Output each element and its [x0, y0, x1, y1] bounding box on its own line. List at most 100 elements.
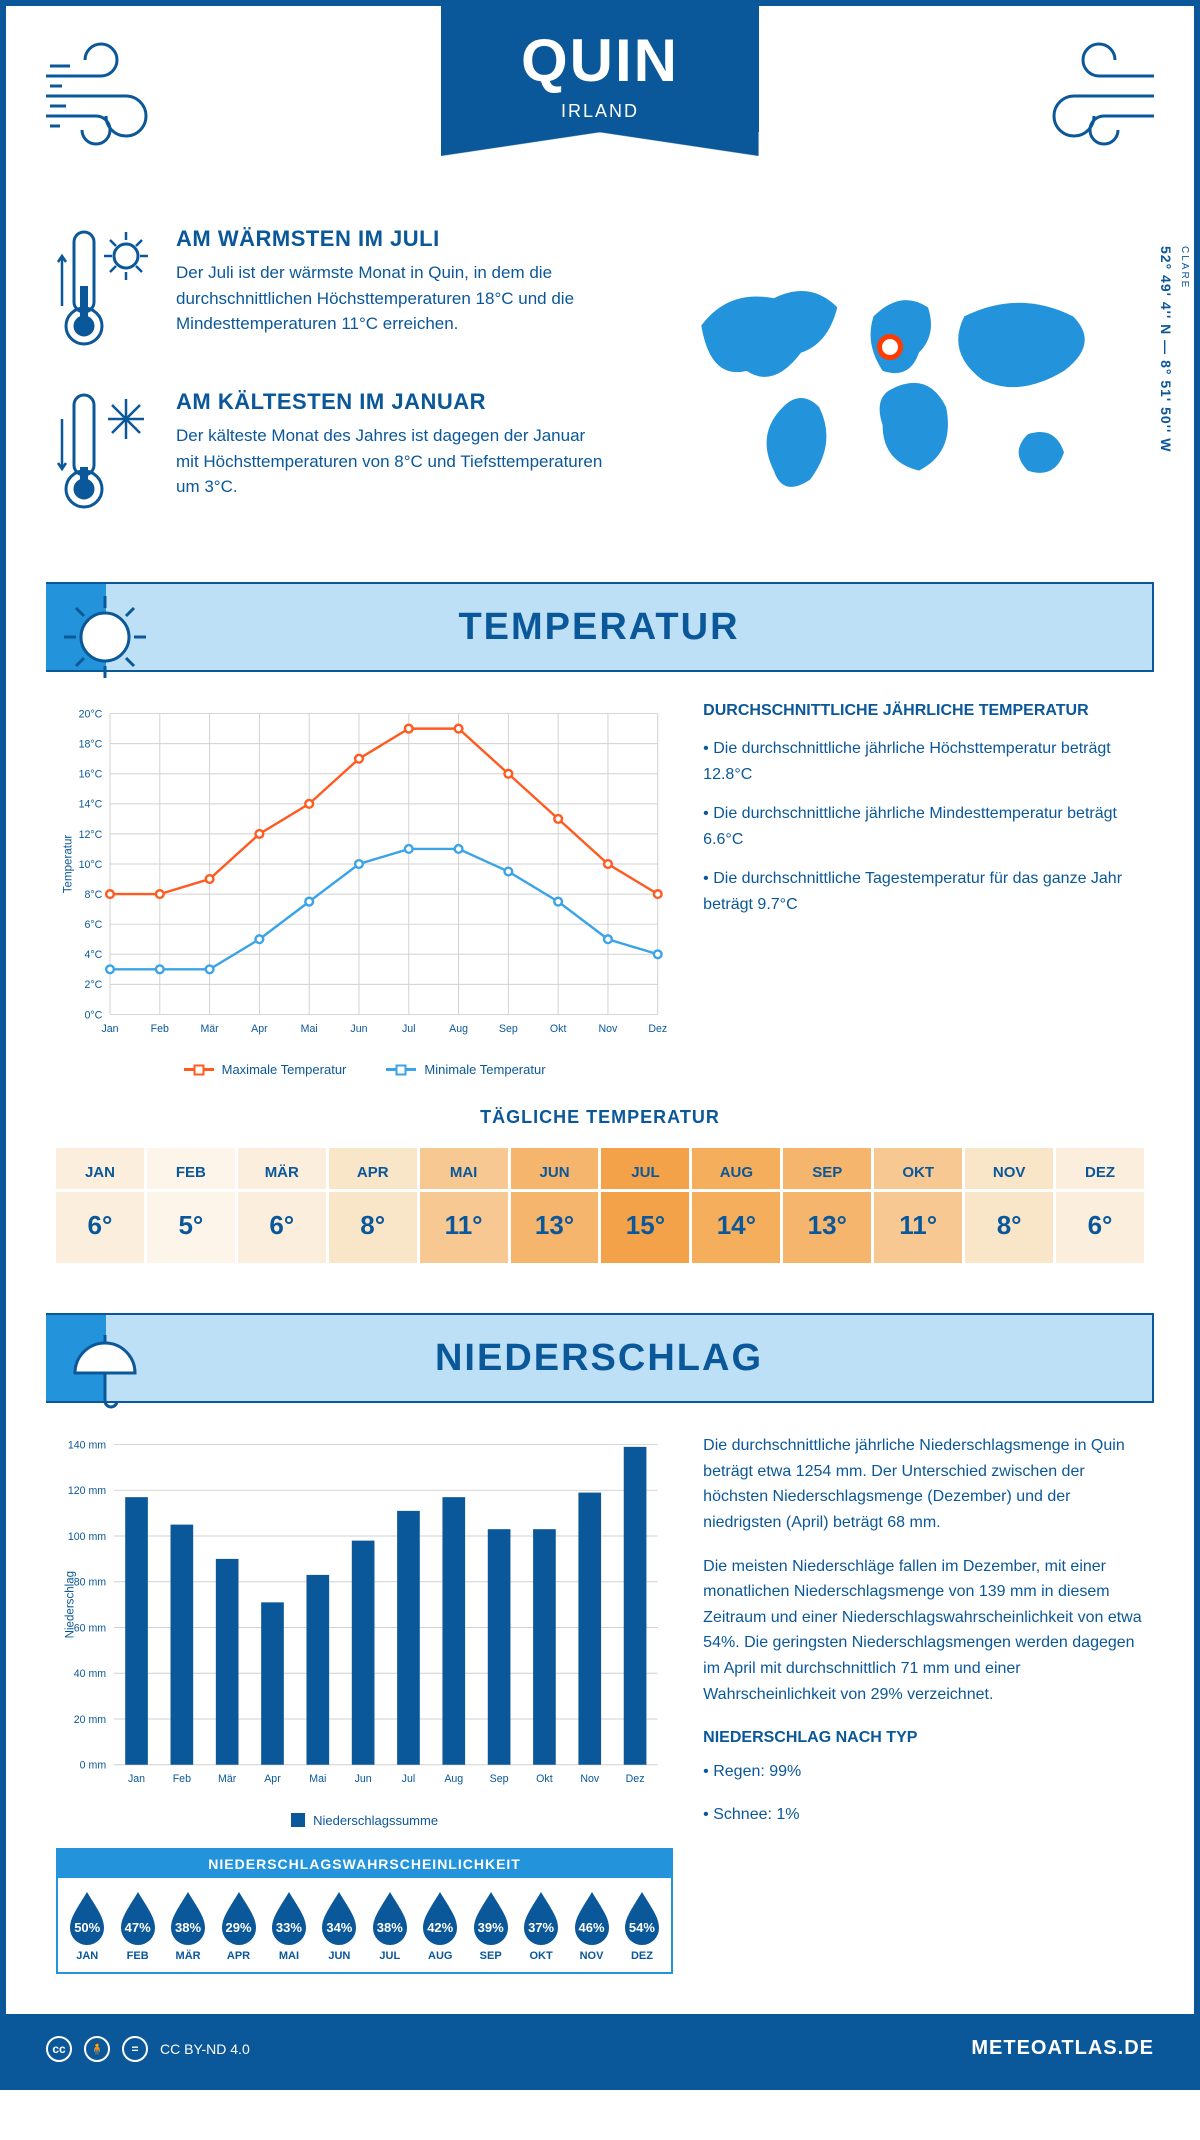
daily-value-cell: 11°	[874, 1192, 962, 1263]
daily-value-cell: 15°	[601, 1192, 689, 1263]
svg-text:Jan: Jan	[128, 1773, 145, 1785]
svg-text:Okt: Okt	[536, 1773, 553, 1785]
temp-info-b2: • Die durchschnittliche jährliche Mindes…	[703, 801, 1144, 852]
svg-text:Aug: Aug	[449, 1023, 468, 1035]
precip-prob-month: DEZ	[617, 1950, 667, 1962]
temperature-line-chart: 0°C2°C4°C6°C8°C10°C12°C14°C16°C18°C20°CJ…	[56, 702, 673, 1049]
svg-text:60 mm: 60 mm	[74, 1623, 107, 1635]
svg-text:Jun: Jun	[350, 1023, 367, 1035]
raindrop-icon: 37%	[518, 1888, 564, 1946]
svg-text:Sep: Sep	[490, 1773, 509, 1785]
svg-text:6°C: 6°C	[85, 919, 103, 931]
precipitation-row: 0 mm20 mm40 mm60 mm80 mm100 mm120 mm140 …	[56, 1433, 1144, 1973]
precip-prob-month: MAI	[264, 1950, 314, 1962]
raindrop-icon: 42%	[417, 1888, 463, 1946]
precipitation-title: NIEDERSCHLAG	[435, 1337, 763, 1380]
raindrop-icon: 46%	[569, 1888, 615, 1946]
daily-month-head: DEZ	[1056, 1148, 1144, 1189]
precip-prob-cell: 38% JUL	[365, 1888, 415, 1962]
svg-text:Jul: Jul	[402, 1023, 416, 1035]
daily-month-head: MAI	[420, 1148, 508, 1189]
by-icon: 🧍	[84, 2036, 110, 2062]
coldest-body: Der kälteste Monat des Jahres ist dagege…	[176, 423, 610, 500]
daily-value-cell: 11°	[420, 1192, 508, 1263]
svg-text:Mai: Mai	[309, 1773, 326, 1785]
precip-prob-month: FEB	[112, 1950, 162, 1962]
precip-prob-month: APR	[213, 1950, 263, 1962]
overview-row: AM WÄRMSTEN IM JULI Der Juli ist der wär…	[56, 226, 1144, 552]
daily-value-cell: 8°	[329, 1192, 417, 1263]
svg-text:120 mm: 120 mm	[68, 1485, 106, 1497]
precip-prob-pct: 33%	[266, 1920, 312, 1935]
daily-value-cell: 6°	[238, 1192, 326, 1263]
header: QUIN IRLAND	[6, 6, 1194, 206]
precip-type-title: NIEDERSCHLAG NACH TYP	[703, 1725, 1144, 1751]
precipitation-banner: NIEDERSCHLAG	[46, 1313, 1154, 1403]
precip-prob-month: OKT	[516, 1950, 566, 1962]
site-label: METEOATLAS.DE	[971, 2037, 1154, 2060]
precip-prob-cell: 50% JAN	[62, 1888, 112, 1962]
svg-text:8°C: 8°C	[85, 889, 103, 901]
svg-text:Niederschlag: Niederschlag	[64, 1571, 76, 1638]
legend-min-label: Minimale Temperatur	[424, 1062, 545, 1077]
precip-prob-month: JUL	[365, 1950, 415, 1962]
precip-prob-month: JAN	[62, 1950, 112, 1962]
daily-temp-title: TÄGLICHE TEMPERATUR	[56, 1107, 1144, 1128]
svg-text:Dez: Dez	[648, 1023, 667, 1035]
precip-prob-pct: 38%	[165, 1920, 211, 1935]
temperature-title: TEMPERATUR	[458, 606, 739, 649]
precip-prob-month: MÄR	[163, 1950, 213, 1962]
svg-text:20 mm: 20 mm	[74, 1714, 107, 1726]
coldest-fact: AM KÄLTESTEN IM JANUAR Der kälteste Mona…	[56, 389, 610, 524]
footer: cc 🧍 = CC BY-ND 4.0 METEOATLAS.DE	[6, 2014, 1194, 2084]
svg-text:2°C: 2°C	[85, 979, 103, 991]
precip-prob-cell: 46% NOV	[566, 1888, 616, 1962]
svg-text:Feb: Feb	[151, 1023, 169, 1035]
daily-month-head: JUN	[511, 1148, 599, 1189]
daily-temperature-table: JANFEBMÄRAPRMAIJUNJULAUGSEPOKTNOVDEZ6°5°…	[56, 1148, 1144, 1263]
daily-month-head: FEB	[147, 1148, 235, 1189]
raindrop-icon: 54%	[619, 1888, 665, 1946]
svg-text:4°C: 4°C	[85, 949, 103, 961]
svg-text:Okt: Okt	[550, 1023, 567, 1035]
sun-icon	[60, 592, 150, 682]
precip-prob-month: AUG	[415, 1950, 465, 1962]
svg-text:Temperatur: Temperatur	[62, 835, 74, 894]
raindrop-icon: 47%	[115, 1888, 161, 1946]
svg-text:Mär: Mär	[200, 1023, 219, 1035]
svg-text:12°C: 12°C	[79, 829, 103, 841]
precip-p2: Die meisten Niederschläge fallen im Deze…	[703, 1554, 1144, 1708]
legend-max-label: Maximale Temperatur	[222, 1062, 347, 1077]
daily-month-head: AUG	[692, 1148, 780, 1189]
precip-prob-month: SEP	[465, 1950, 515, 1962]
map-pin-icon	[877, 334, 903, 360]
svg-text:Dez: Dez	[626, 1773, 645, 1785]
daily-month-head: OKT	[874, 1148, 962, 1189]
precip-prob-pct: 42%	[417, 1920, 463, 1935]
precip-prob-cell: 39% SEP	[465, 1888, 515, 1962]
svg-text:Apr: Apr	[251, 1023, 268, 1035]
wind-icon	[36, 36, 176, 156]
temp-info-b1: • Die durchschnittliche jährliche Höchst…	[703, 736, 1144, 787]
warmest-fact: AM WÄRMSTEN IM JULI Der Juli ist der wär…	[56, 226, 610, 361]
svg-text:Nov: Nov	[599, 1023, 619, 1035]
svg-text:20°C: 20°C	[79, 708, 103, 720]
svg-text:Jun: Jun	[355, 1773, 372, 1785]
raindrop-icon: 29%	[216, 1888, 262, 1946]
svg-text:Mai: Mai	[301, 1023, 318, 1035]
svg-text:Jul: Jul	[402, 1773, 416, 1785]
svg-text:14°C: 14°C	[79, 799, 103, 811]
cc-icon: cc	[46, 2036, 72, 2062]
wind-icon	[1024, 36, 1164, 156]
svg-text:140 mm: 140 mm	[68, 1440, 106, 1452]
temp-info-b3: • Die durchschnittliche Tagestemperatur …	[703, 866, 1144, 917]
precip-probability-box: NIEDERSCHLAGSWAHRSCHEINLICHKEIT 50% JAN …	[56, 1848, 673, 1974]
warmest-body: Der Juli ist der wärmste Monat in Quin, …	[176, 260, 610, 337]
svg-text:Nov: Nov	[580, 1773, 600, 1785]
title-banner: QUIN IRLAND	[441, 6, 759, 132]
svg-text:100 mm: 100 mm	[68, 1531, 106, 1543]
precip-prob-cell: 47% FEB	[112, 1888, 162, 1962]
svg-text:16°C: 16°C	[79, 769, 103, 781]
temperature-row: 0°C2°C4°C6°C8°C10°C12°C14°C16°C18°C20°CJ…	[56, 702, 1144, 1077]
umbrella-icon	[60, 1323, 150, 1413]
